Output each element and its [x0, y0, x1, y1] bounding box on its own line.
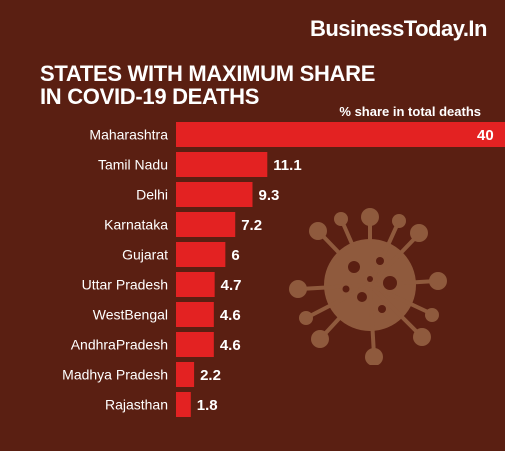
chart-title: STATES WITH MAXIMUM SHARE IN COVID-19 DE… — [40, 62, 420, 108]
bar-delhi — [176, 182, 253, 207]
category-label-rajasthan: Rajasthan — [105, 397, 168, 413]
value-label-delhi: 9.3 — [258, 187, 279, 204]
value-label-westbengal: 4.6 — [220, 307, 241, 324]
chart-title-line-2: IN COVID-19 DEATHS — [40, 84, 260, 109]
category-label-tamil-nadu: Tamil Nadu — [98, 157, 168, 173]
value-label-madhya-pradesh: 2.2 — [200, 367, 221, 384]
coronavirus-icon — [289, 208, 447, 365]
bar-gujarat — [176, 242, 226, 267]
category-label-madhya-pradesh: Madhya Pradesh — [62, 367, 168, 383]
category-label-karnataka: Karnataka — [104, 217, 168, 233]
bar-rajasthan — [176, 392, 191, 417]
bar-madhya-pradesh — [176, 362, 195, 387]
bar-tamil-nadu — [176, 152, 268, 177]
unit-label: % share in total deaths — [339, 104, 481, 119]
category-label-westbengal: WestBengal — [93, 307, 168, 323]
value-label-maharashtra: 40 — [477, 127, 494, 144]
chart-title-line-1: STATES WITH MAXIMUM SHARE — [40, 61, 376, 86]
bar-karnataka — [176, 212, 236, 237]
category-label-maharashtra: Maharashtra — [89, 127, 168, 143]
value-label-uttar-pradesh: 4.7 — [221, 277, 242, 294]
category-label-gujarat: Gujarat — [122, 247, 168, 263]
value-label-tamil-nadu: 11.1 — [273, 157, 301, 174]
bar-uttar-pradesh — [176, 272, 215, 297]
category-label-andhrapradesh: AndhraPradesh — [71, 337, 168, 353]
category-label-uttar-pradesh: Uttar Pradesh — [82, 277, 168, 293]
value-label-karnataka: 7.2 — [241, 217, 262, 234]
brand-logo: BusinessToday.In — [309, 16, 488, 41]
value-label-gujarat: 6 — [231, 247, 239, 264]
bar-andhrapradesh — [176, 332, 214, 357]
value-label-rajasthan: 1.8 — [197, 397, 218, 414]
category-label-delhi: Delhi — [136, 187, 168, 203]
bar-maharashtra — [176, 122, 505, 147]
value-label-andhrapradesh: 4.6 — [220, 337, 241, 354]
bar-westbengal — [176, 302, 214, 327]
